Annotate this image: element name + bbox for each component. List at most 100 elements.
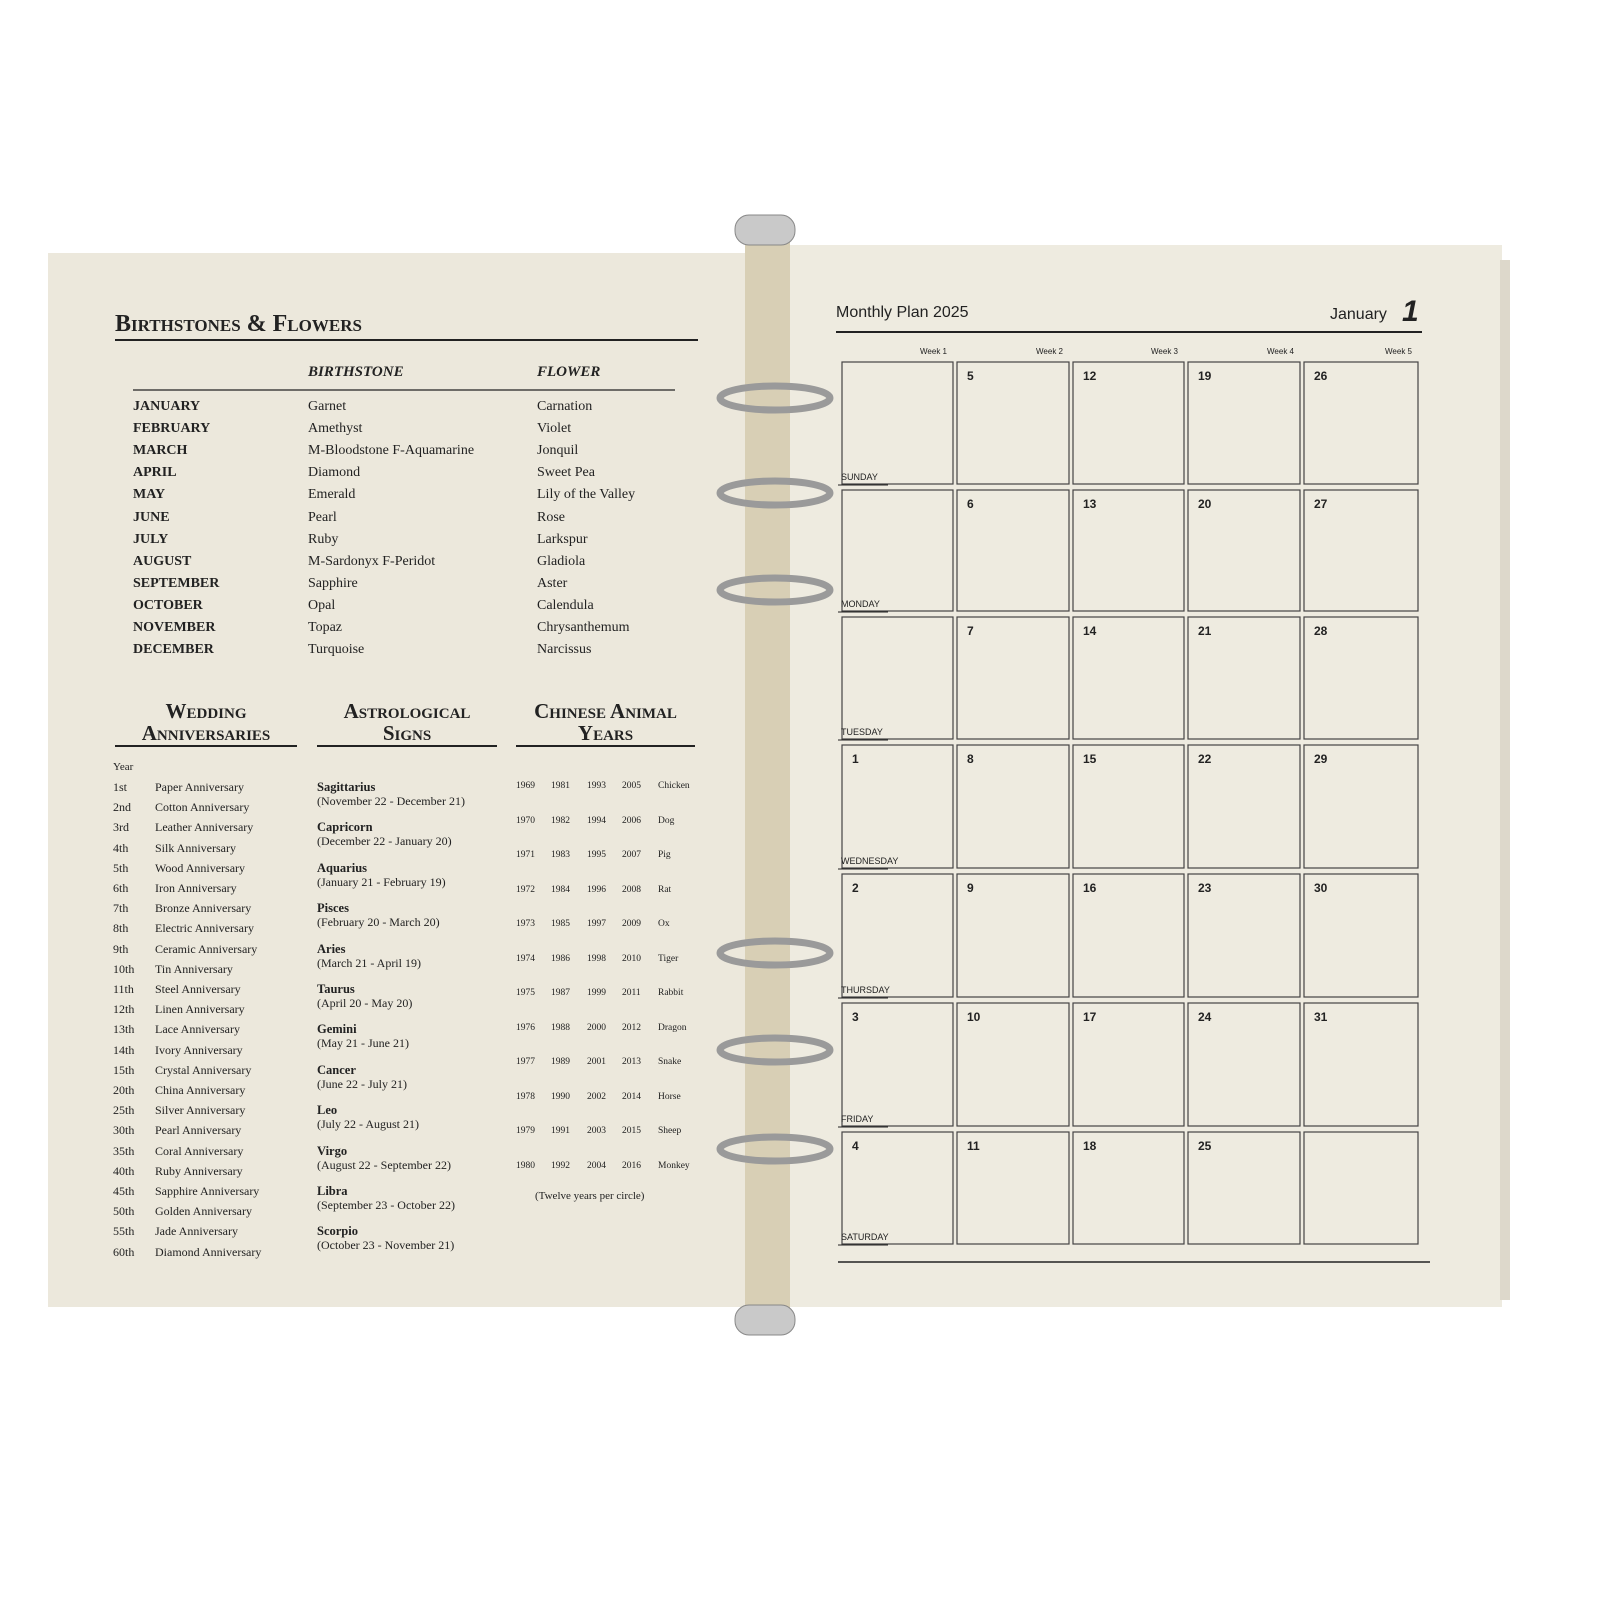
table-cell: 2015: [622, 1126, 641, 1136]
table-cell: Aster: [537, 575, 568, 591]
day-name: TUESDAY: [841, 727, 883, 737]
date-number: 3: [852, 1010, 859, 1024]
table-cell: 1991: [551, 1126, 570, 1136]
table-cell: Garnet: [308, 399, 347, 414]
table-cell: 1970: [516, 815, 535, 826]
day-cell: [1303, 1002, 1419, 1127]
day-name: SUNDAY: [841, 472, 878, 482]
table-cell: Golden Anniversary: [155, 1204, 252, 1219]
date-number: 17: [1083, 1010, 1097, 1024]
date-number: 2: [852, 881, 859, 895]
table-cell: Ivory Anniversary: [155, 1042, 243, 1057]
table-cell: 1975: [516, 988, 535, 998]
table-cell: Chrysanthemum: [537, 620, 630, 635]
day-cell: [1303, 489, 1419, 612]
day-cell: [1187, 1002, 1301, 1127]
sign-dates: (January 21 - February 19): [317, 874, 446, 889]
table-cell: Dragon: [658, 1022, 687, 1033]
table-cell: Ox: [658, 919, 670, 929]
sign-name: Virgo: [317, 1143, 348, 1158]
sign-name: Pisces: [317, 901, 349, 916]
table-cell: 11th: [113, 982, 134, 996]
table-cell: 1983: [551, 850, 570, 860]
day-cell: [1072, 361, 1185, 485]
table-cell: 1994: [587, 815, 606, 826]
right-page: [780, 245, 1502, 1307]
day-cell: [1072, 1002, 1185, 1127]
page-title: Monthly Plan 2025: [836, 304, 969, 321]
table-cell: 6th: [113, 881, 129, 895]
table-cell: 1981: [551, 781, 570, 791]
table-cell: 45th: [113, 1184, 135, 1198]
date-number: 25: [1198, 1139, 1212, 1153]
table-cell: Sapphire Anniversary: [155, 1184, 260, 1198]
note: (Twelve years per circle): [535, 1190, 645, 1202]
sign-dates: (November 22 - December 21): [317, 794, 465, 808]
sign-dates: (April 20 - May 20): [317, 996, 413, 1010]
day-cell: [1303, 873, 1419, 998]
table-cell: 1987: [551, 988, 570, 998]
table-cell: 2014: [622, 1091, 641, 1102]
column-header: Year: [113, 761, 134, 773]
binder-clip: [734, 1304, 796, 1336]
table-cell: Amethyst: [308, 421, 363, 437]
binder-clip: [734, 214, 796, 246]
date-number: 1: [852, 752, 859, 766]
table-cell: 1989: [551, 1057, 570, 1067]
day-name: THURSDAY: [841, 985, 890, 995]
day-cell: [1072, 489, 1185, 612]
table-cell: Sapphire: [308, 575, 358, 591]
table-cell: 10th: [113, 961, 135, 976]
table-cell: Ruby Anniversary: [155, 1163, 243, 1178]
month-name: JANUARY: [133, 399, 201, 414]
month-name: SEPTEMBER: [133, 575, 220, 591]
table-cell: 60th: [113, 1244, 135, 1259]
page-edges: [1500, 260, 1510, 1300]
table-cell: 1993: [587, 781, 606, 791]
table-cell: 2008: [622, 884, 641, 895]
table-cell: 20th: [113, 1083, 135, 1097]
page-number: 1: [1402, 295, 1419, 328]
table-cell: Tin Anniversary: [155, 961, 233, 976]
table-cell: 40th: [113, 1163, 135, 1178]
day-cell: [1303, 744, 1419, 869]
table-cell: 2016: [622, 1160, 641, 1171]
date-number: 12: [1083, 369, 1097, 383]
month-name: January: [1330, 306, 1387, 323]
table-cell: Lily of the Valley: [537, 487, 636, 503]
table-cell: 1973: [516, 919, 535, 929]
day-cell: [956, 489, 1070, 612]
table-cell: 1st: [113, 780, 128, 794]
table-cell: Rose: [537, 509, 565, 525]
day-cell: [841, 616, 954, 740]
date-number: 26: [1314, 369, 1328, 383]
table-cell: Calendula: [537, 597, 594, 613]
table-cell: Pig: [658, 850, 671, 860]
month-name: NOVEMBER: [133, 620, 216, 635]
sign-dates: (February 20 - March 20): [317, 915, 440, 930]
table-cell: 1988: [551, 1022, 570, 1033]
date-number: 11: [967, 1139, 980, 1153]
week-label: Week 4: [1267, 347, 1294, 356]
table-cell: 1969: [516, 781, 535, 791]
table-cell: Silver Anniversary: [155, 1103, 246, 1118]
week-label: Week 5: [1385, 347, 1412, 356]
month-name: APRIL: [133, 465, 177, 481]
table-cell: Jonquil: [537, 443, 579, 459]
day-name: MONDAY: [841, 599, 880, 609]
table-cell: 1982: [551, 815, 570, 826]
sign-name: Libra: [317, 1184, 348, 1198]
sign-dates: (December 22 - January 20): [317, 834, 452, 849]
table-cell: 3rd: [113, 820, 129, 835]
table-cell: Sheep: [658, 1126, 682, 1136]
month-name: MARCH: [133, 443, 188, 459]
section-title: Birthstones & Flowers: [115, 311, 362, 337]
sign-name: Aries: [317, 941, 346, 956]
day-cell: [956, 616, 1070, 740]
table-cell: 1998: [587, 953, 606, 964]
day-cell: [841, 489, 954, 612]
date-number: 5: [967, 369, 974, 383]
table-cell: Iron Anniversary: [155, 881, 237, 895]
day-cell: [1187, 361, 1301, 485]
